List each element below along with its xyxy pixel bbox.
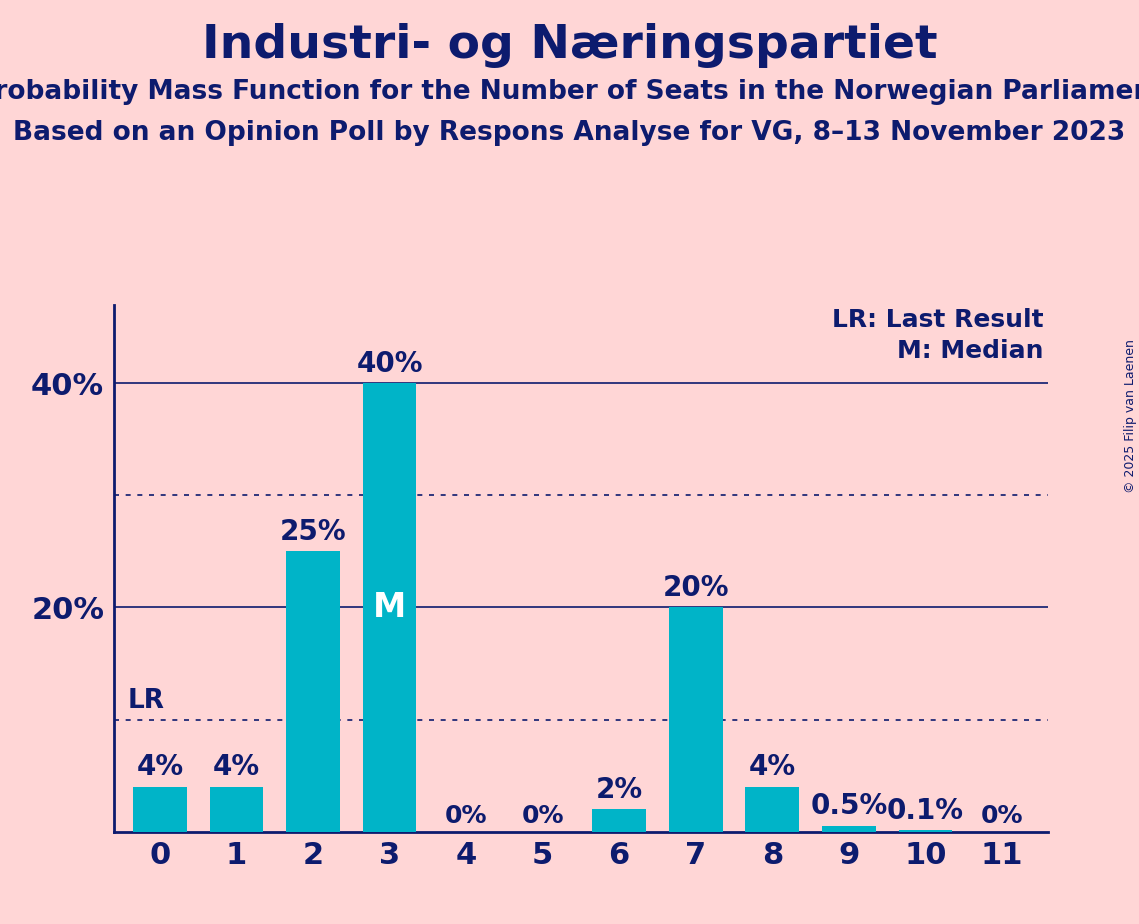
Text: 0%: 0% — [445, 804, 487, 828]
Text: 0%: 0% — [981, 804, 1023, 828]
Text: Industri- og Næringspartiet: Industri- og Næringspartiet — [202, 23, 937, 68]
Text: 40%: 40% — [357, 350, 423, 378]
Bar — [669, 607, 722, 832]
Bar — [133, 786, 187, 832]
Text: Based on an Opinion Poll by Respons Analyse for VG, 8–13 November 2023: Based on an Opinion Poll by Respons Anal… — [14, 120, 1125, 146]
Text: 20%: 20% — [663, 574, 729, 602]
Text: 25%: 25% — [280, 517, 346, 546]
Bar — [899, 831, 952, 832]
Text: 0%: 0% — [522, 804, 564, 828]
Text: 2%: 2% — [596, 775, 642, 804]
Text: © 2025 Filip van Laenen: © 2025 Filip van Laenen — [1124, 339, 1137, 492]
Text: 4%: 4% — [748, 753, 796, 781]
Bar — [822, 826, 876, 832]
Bar — [746, 786, 800, 832]
Text: LR: Last Result: LR: Last Result — [831, 308, 1043, 332]
Text: 4%: 4% — [213, 753, 260, 781]
Text: 4%: 4% — [137, 753, 183, 781]
Bar — [286, 552, 339, 832]
Text: LR: LR — [128, 688, 165, 714]
Bar — [210, 786, 263, 832]
Text: M: Median: M: Median — [896, 339, 1043, 363]
Text: Probability Mass Function for the Number of Seats in the Norwegian Parliament: Probability Mass Function for the Number… — [0, 79, 1139, 104]
Text: 0.5%: 0.5% — [810, 793, 887, 821]
Bar — [362, 383, 416, 832]
Text: M: M — [372, 591, 407, 624]
Text: 0.1%: 0.1% — [887, 796, 964, 825]
Bar — [592, 809, 646, 832]
